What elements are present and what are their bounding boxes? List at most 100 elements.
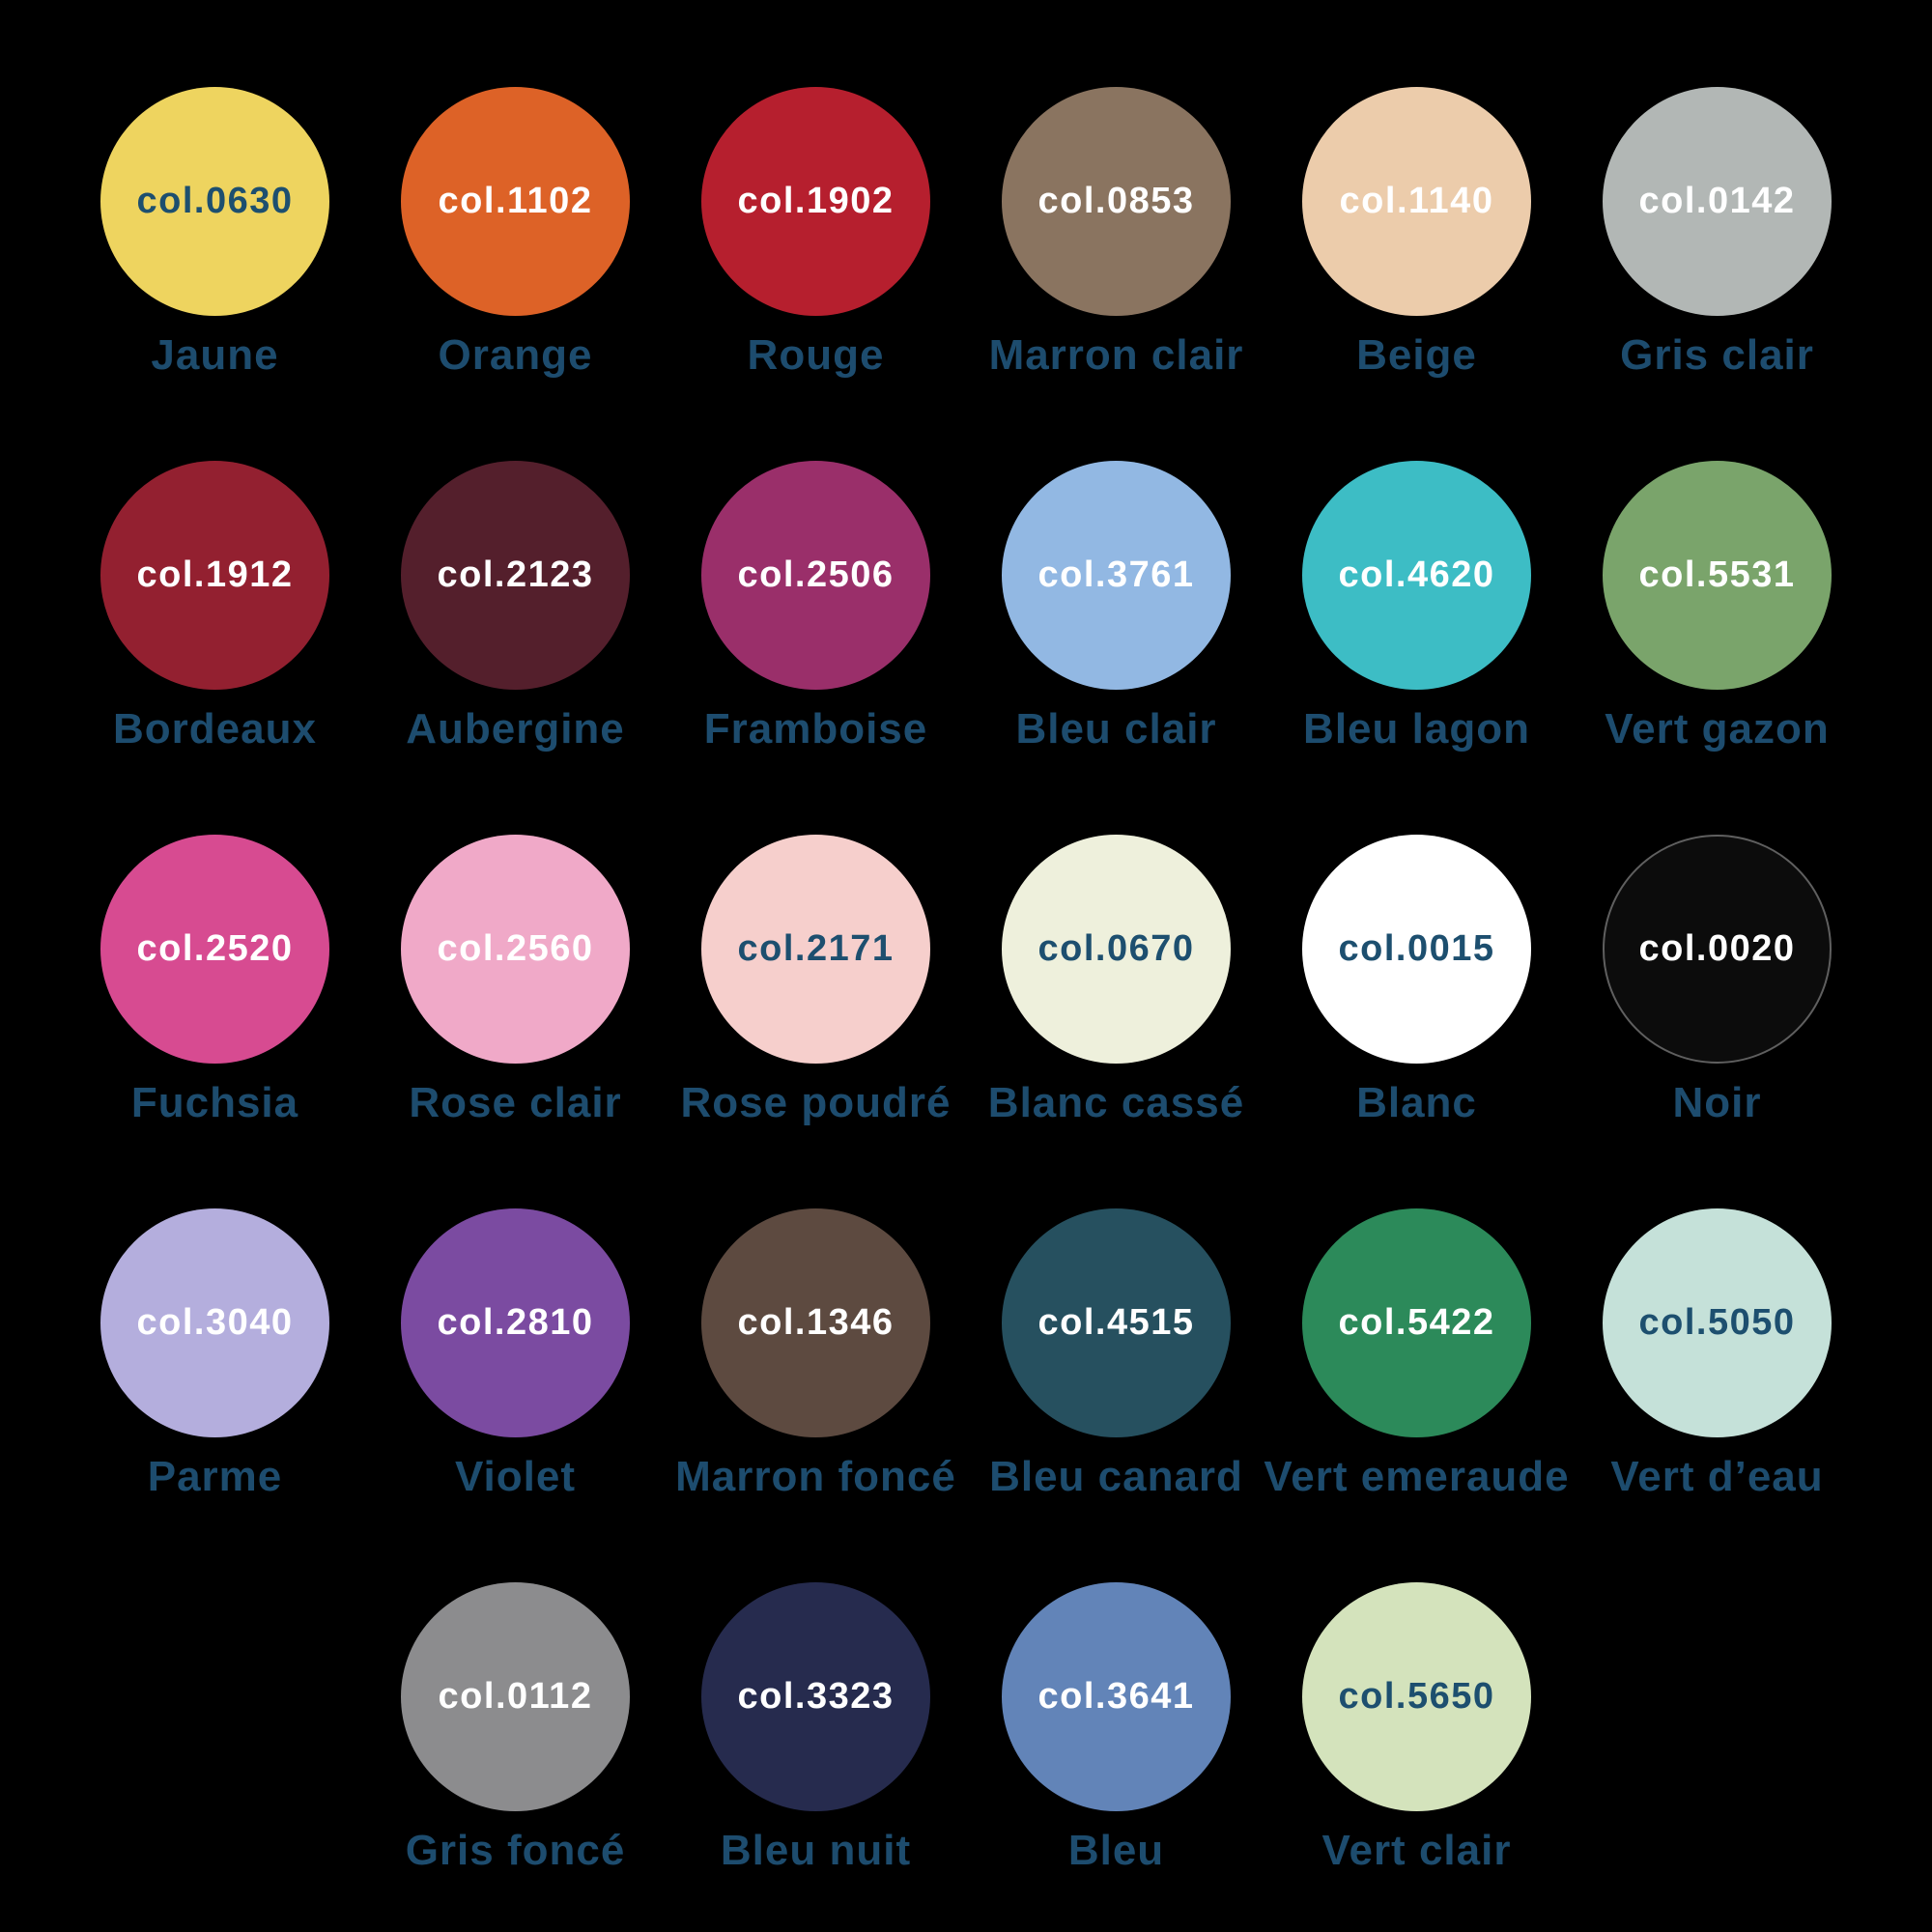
color-code: col.1102 (438, 181, 593, 221)
swatch-row-1: col.0630 Jaune col.1102 Orange col.1902 … (65, 87, 1867, 380)
swatch-rose-poudre[interactable]: col.2171 Rose poudré (666, 835, 966, 1127)
color-name-label: Marron clair (988, 331, 1244, 379)
color-circle-bordeaux[interactable]: col.1912 (100, 461, 329, 690)
color-code: col.3323 (737, 1676, 895, 1717)
color-circle-gris-fonce[interactable]: col.0112 (401, 1582, 630, 1811)
color-code: col.3641 (1037, 1676, 1195, 1717)
color-circle-bleu-canard[interactable]: col.4515 (1002, 1208, 1231, 1437)
color-circle-violet[interactable]: col.2810 (401, 1208, 630, 1437)
color-code: col.2506 (737, 554, 895, 595)
color-circle-marron-fonce[interactable]: col.1346 (701, 1208, 930, 1437)
color-circle-marron-clair[interactable]: col.0853 (1002, 87, 1231, 316)
color-circle-vert-d-eau[interactable]: col.5050 (1603, 1208, 1832, 1437)
color-name-label: Rose clair (409, 1079, 622, 1126)
color-name-label: Bleu canard (989, 1453, 1243, 1500)
swatch-aubergine[interactable]: col.2123 Aubergine (365, 461, 666, 753)
color-circle-noir[interactable]: col.0020 (1603, 835, 1832, 1064)
swatch-bleu-canard[interactable]: col.4515 Bleu canard (966, 1208, 1266, 1501)
swatch-violet[interactable]: col.2810 Violet (365, 1208, 666, 1501)
swatch-blanc[interactable]: col.0015 Blanc (1266, 835, 1567, 1127)
color-name-label: Bleu (1067, 1827, 1165, 1874)
swatch-framboise[interactable]: col.2506 Framboise (666, 461, 966, 753)
color-code: col.5050 (1638, 1302, 1796, 1343)
color-circle-jaune[interactable]: col.0630 (100, 87, 329, 316)
color-circle-aubergine[interactable]: col.2123 (401, 461, 630, 690)
color-circle-vert-emeraude[interactable]: col.5422 (1302, 1208, 1531, 1437)
color-circle-blanc-casse[interactable]: col.0670 (1002, 835, 1231, 1064)
color-code: col.5531 (1638, 554, 1796, 595)
color-name-label: Vert clair (1321, 1827, 1512, 1874)
color-name-label: Rose poudré (680, 1079, 952, 1126)
color-name-label: Jaune (151, 331, 279, 379)
color-circle-rose-clair[interactable]: col.2560 (401, 835, 630, 1064)
color-code: col.0142 (1638, 181, 1796, 221)
color-code: col.3761 (1037, 554, 1195, 595)
color-circle-vert-clair[interactable]: col.5650 (1302, 1582, 1531, 1811)
color-code: col.2171 (737, 928, 895, 969)
swatch-row-5: col.0112 Gris foncé col.3323 Bleu nuit c… (365, 1582, 1567, 1875)
color-code: col.2810 (437, 1302, 594, 1343)
color-circle-beige[interactable]: col.1140 (1302, 87, 1531, 316)
color-name-label: Rouge (747, 331, 885, 379)
swatch-vert-gazon[interactable]: col.5531 Vert gazon (1567, 461, 1867, 753)
swatch-fuchsia[interactable]: col.2520 Fuchsia (65, 835, 365, 1127)
swatch-rouge[interactable]: col.1902 Rouge (666, 87, 966, 380)
color-circle-fuchsia[interactable]: col.2520 (100, 835, 329, 1064)
swatch-beige[interactable]: col.1140 Beige (1266, 87, 1567, 380)
swatch-orange[interactable]: col.1102 Orange (365, 87, 666, 380)
color-name-label: Vert d’eau (1610, 1453, 1824, 1500)
swatch-vert-d-eau[interactable]: col.5050 Vert d’eau (1567, 1208, 1867, 1501)
color-circle-vert-gazon[interactable]: col.5531 (1603, 461, 1832, 690)
swatch-vert-clair[interactable]: col.5650 Vert clair (1266, 1582, 1567, 1875)
color-code: col.0670 (1037, 928, 1195, 969)
swatch-rose-clair[interactable]: col.2560 Rose clair (365, 835, 666, 1127)
color-name-label: Beige (1356, 331, 1477, 379)
color-name-label: Aubergine (406, 705, 625, 753)
color-name-label: Fuchsia (130, 1079, 299, 1126)
color-circle-orange[interactable]: col.1102 (401, 87, 630, 316)
swatch-parme[interactable]: col.3040 Parme (65, 1208, 365, 1501)
color-circle-framboise[interactable]: col.2506 (701, 461, 930, 690)
color-code: col.2123 (437, 554, 594, 595)
color-name-label: Marron foncé (675, 1453, 956, 1500)
color-circle-bleu-nuit[interactable]: col.3323 (701, 1582, 930, 1811)
swatch-bleu[interactable]: col.3641 Bleu (966, 1582, 1266, 1875)
color-code: col.2560 (437, 928, 594, 969)
color-name-label: Vert emeraude (1264, 1453, 1570, 1500)
swatch-marron-fonce[interactable]: col.1346 Marron foncé (666, 1208, 966, 1501)
color-code: col.2520 (136, 928, 294, 969)
color-name-label: Bleu clair (1015, 705, 1217, 753)
color-circle-rouge[interactable]: col.1902 (701, 87, 930, 316)
color-code: col.1912 (136, 554, 294, 595)
color-circle-rose-poudre[interactable]: col.2171 (701, 835, 930, 1064)
color-name-label: Gris clair (1620, 331, 1814, 379)
color-circle-gris-clair[interactable]: col.0142 (1603, 87, 1832, 316)
color-name-label: Framboise (703, 705, 928, 753)
color-circle-bleu-clair[interactable]: col.3761 (1002, 461, 1231, 690)
swatch-gris-fonce[interactable]: col.0112 Gris foncé (365, 1582, 666, 1875)
color-code: col.5650 (1338, 1676, 1495, 1717)
swatch-bleu-lagon[interactable]: col.4620 Bleu lagon (1266, 461, 1567, 753)
swatch-bordeaux[interactable]: col.1912 Bordeaux (65, 461, 365, 753)
color-circle-bleu[interactable]: col.3641 (1002, 1582, 1231, 1811)
color-code: col.5422 (1338, 1302, 1495, 1343)
color-name-label: Noir (1672, 1079, 1762, 1126)
swatch-noir[interactable]: col.0020 Noir (1567, 835, 1867, 1127)
swatch-bleu-clair[interactable]: col.3761 Bleu clair (966, 461, 1266, 753)
color-code: col.0630 (136, 181, 294, 221)
color-code: col.1140 (1339, 181, 1494, 221)
color-code: col.4620 (1338, 554, 1495, 595)
color-code: col.0015 (1338, 928, 1495, 969)
swatch-jaune[interactable]: col.0630 Jaune (65, 87, 365, 380)
swatch-vert-emeraude[interactable]: col.5422 Vert emeraude (1264, 1208, 1570, 1501)
swatch-gris-clair[interactable]: col.0142 Gris clair (1567, 87, 1867, 380)
color-circle-bleu-lagon[interactable]: col.4620 (1302, 461, 1531, 690)
swatch-marron-clair[interactable]: col.0853 Marron clair (966, 87, 1266, 380)
color-circle-parme[interactable]: col.3040 (100, 1208, 329, 1437)
swatch-blanc-casse[interactable]: col.0670 Blanc cassé (966, 835, 1266, 1127)
color-name-label: Bleu nuit (720, 1827, 912, 1874)
swatch-bleu-nuit[interactable]: col.3323 Bleu nuit (666, 1582, 966, 1875)
color-name-label: Blanc cassé (987, 1079, 1245, 1126)
color-code: col.3040 (136, 1302, 294, 1343)
color-circle-blanc[interactable]: col.0015 (1302, 835, 1531, 1064)
